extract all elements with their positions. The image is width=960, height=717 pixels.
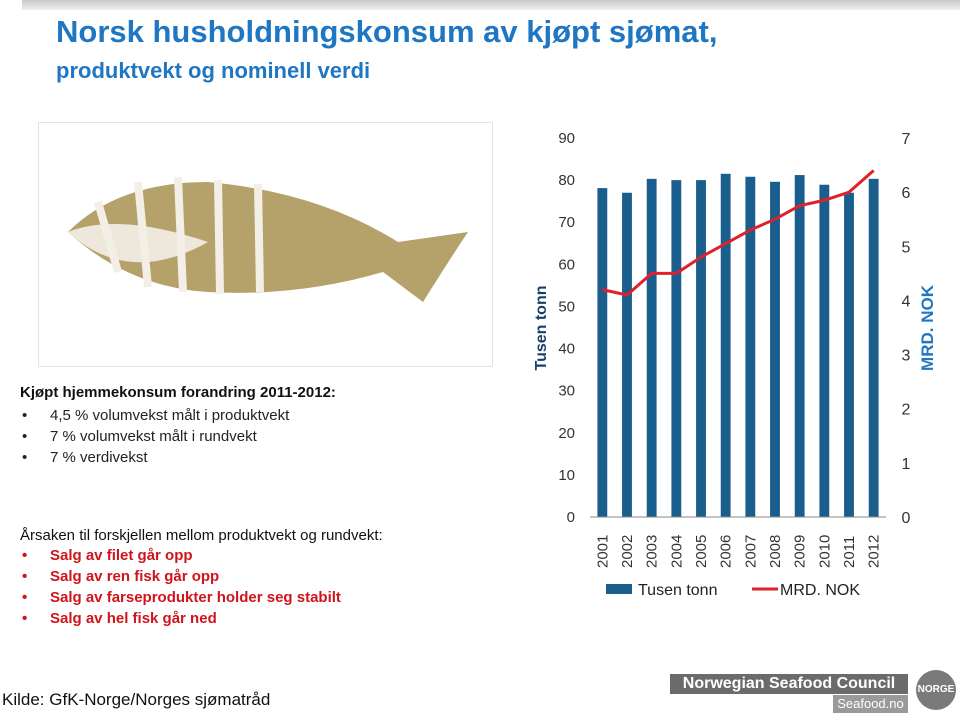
legend-label: MRD. NOK xyxy=(780,582,860,599)
bullet: Salg av ren fisk går opp xyxy=(20,566,341,587)
x-tick-label: 2007 xyxy=(742,535,759,568)
line xyxy=(602,169,875,297)
bullet: Salg av filet går opp xyxy=(20,545,341,566)
x-tick-label: 2009 xyxy=(792,535,809,568)
bar xyxy=(696,180,706,517)
y-tick-label: 60 xyxy=(558,256,575,273)
x-tick-label: 2011 xyxy=(841,536,858,568)
y-tick-label: 70 xyxy=(558,214,575,231)
box1-heading: Kjøpt hjemmekonsum forandring 2011-2012: xyxy=(20,384,336,401)
y2-tick-label: 6 xyxy=(902,185,911,202)
bar xyxy=(671,180,682,517)
bar xyxy=(844,192,854,517)
logo-name: Norwegian Seafood Council xyxy=(670,674,908,694)
y-tick-label: 50 xyxy=(558,298,575,315)
y-tick-label: 40 xyxy=(558,341,575,358)
y-tick-label: 10 xyxy=(558,467,575,484)
title: Norsk husholdningskonsum av kjøpt sjømat… xyxy=(56,14,718,49)
fish-image xyxy=(38,122,493,367)
x-tick-label: 2003 xyxy=(644,535,661,568)
bar xyxy=(646,178,657,517)
bullet: 7 % verdivekst xyxy=(20,447,289,468)
bar xyxy=(794,175,805,517)
y-axis-title: Tusen tonn xyxy=(533,285,550,370)
source: Kilde: GfK-Norge/Norges sjømatråd xyxy=(2,690,271,709)
bullet: Salg av farseprodukter holder seg stabil… xyxy=(20,587,341,608)
bar xyxy=(819,184,830,517)
x-tick-label: 2002 xyxy=(619,535,636,568)
subtitle: produktvekt og nominell verdi xyxy=(56,58,371,83)
bar xyxy=(770,181,780,517)
bar xyxy=(720,173,731,518)
bullet: 7 % volumvekst målt i rundvekt xyxy=(20,426,289,447)
legend-key xyxy=(606,584,632,594)
chart: 0 10 20 30 40 50 60 70 80 90 0 1 2 3 4 5 6 7 Tusen tonn MRD… xyxy=(533,130,937,599)
bar xyxy=(868,178,879,517)
y-tick-label: 20 xyxy=(558,425,575,442)
y2-tick-label: 0 xyxy=(902,510,911,527)
bullet: Salg av hel fisk går ned xyxy=(20,608,341,629)
logo-site: Seafood.no xyxy=(833,695,908,713)
x-tick-label: 2010 xyxy=(816,535,833,568)
logo-badge: NORGE xyxy=(916,670,956,710)
y2-tick-label: 7 xyxy=(902,131,911,148)
box1-list: 4,5 % volumvekst målt i produktvekt7 % v… xyxy=(20,405,289,468)
x-tick-label: 2006 xyxy=(718,535,735,568)
y2-tick-label: 5 xyxy=(902,239,911,256)
y-tick-label: 30 xyxy=(558,383,575,400)
x-tick-label: 2008 xyxy=(767,535,784,568)
y-tick-label: 80 xyxy=(558,172,575,189)
y2-tick-label: 4 xyxy=(902,293,911,310)
y2-tick-label: 3 xyxy=(902,348,911,365)
x-tick-label: 2004 xyxy=(668,535,685,568)
y2-tick-label: 2 xyxy=(902,402,911,419)
y-tick-label: 90 xyxy=(558,130,575,147)
box2-list: Salg av filet går oppSalg av ren fisk gå… xyxy=(20,545,341,629)
y2-axis-title: MRD. NOK xyxy=(918,284,937,371)
bar xyxy=(622,192,632,517)
bullet: 4,5 % volumvekst målt i produktvekt xyxy=(20,405,289,426)
y2-tick-label: 1 xyxy=(902,456,911,473)
box2-heading: Årsaken til forskjellen mellom produktve… xyxy=(20,527,383,544)
bar xyxy=(597,188,608,517)
x-tick-label: 2001 xyxy=(594,535,611,568)
top-bar xyxy=(22,0,960,10)
x-tick-label: 2012 xyxy=(866,535,883,568)
x-tick-label: 2005 xyxy=(693,535,710,568)
bar xyxy=(745,176,756,517)
y-tick-label: 0 xyxy=(567,509,575,526)
legend-label: Tusen tonn xyxy=(638,582,717,599)
